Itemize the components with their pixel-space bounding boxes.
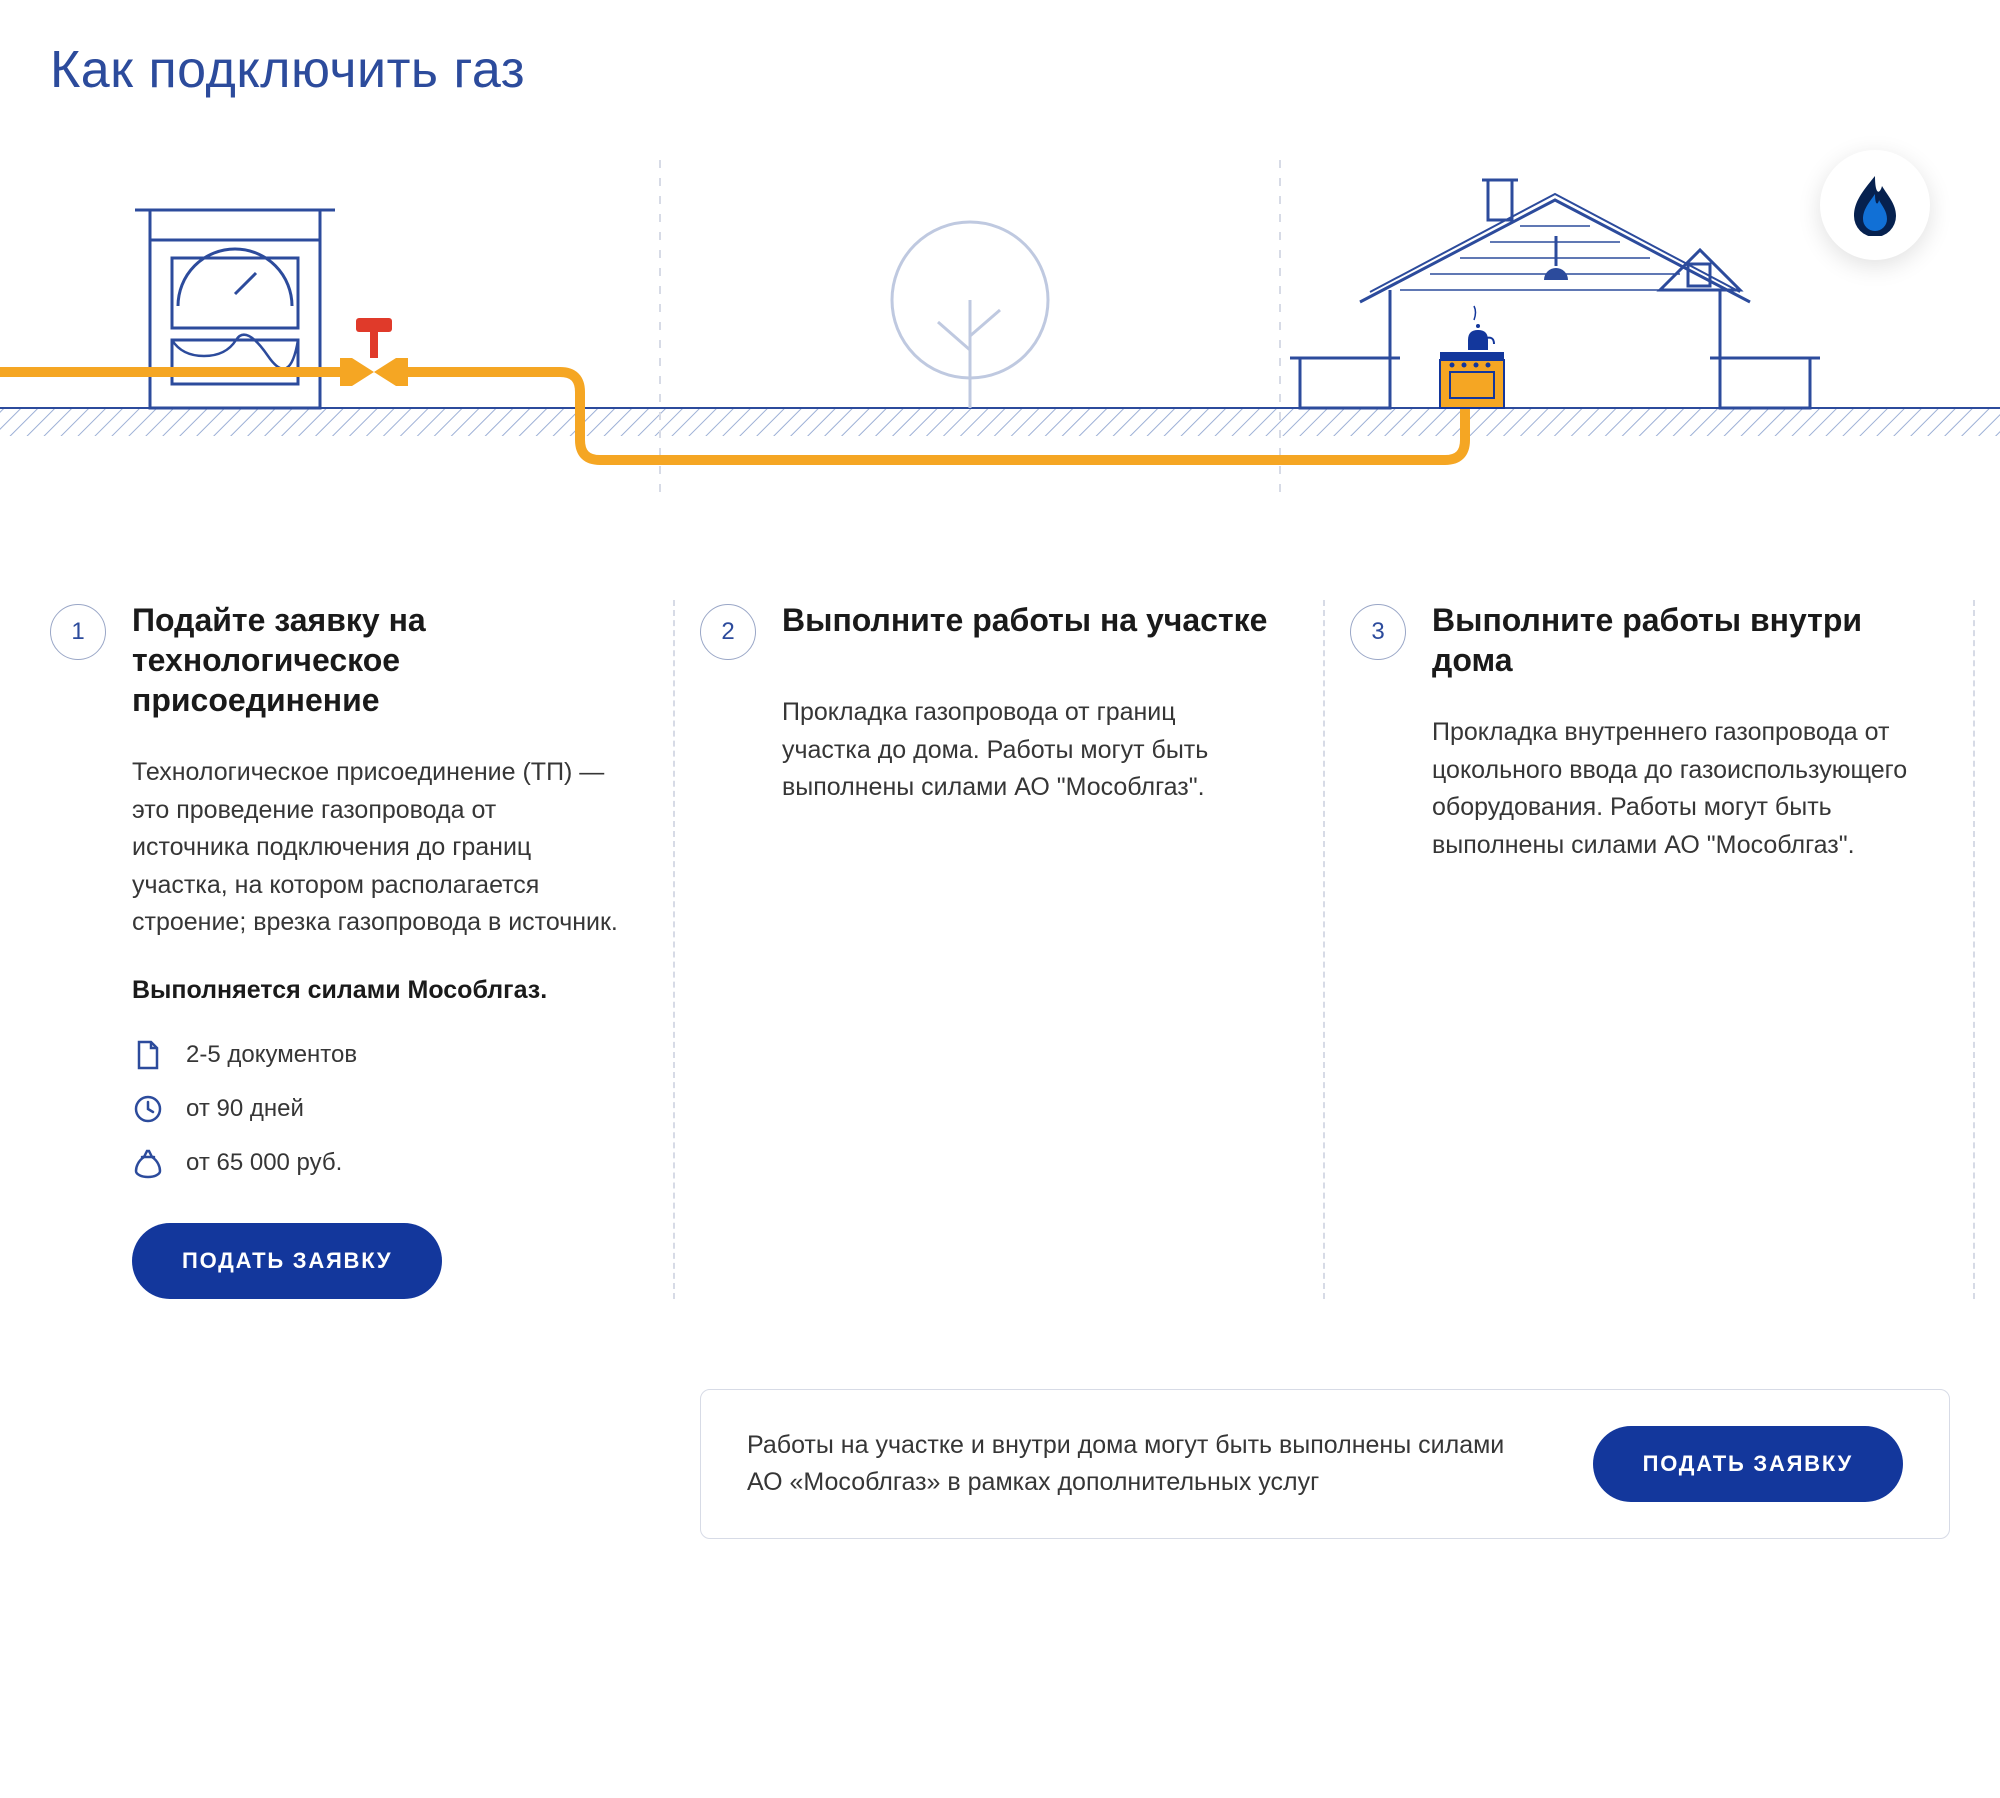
- page-title: Как подключить газ: [50, 40, 1950, 100]
- valve-icon: [340, 318, 408, 386]
- meta-text: от 90 дней: [186, 1095, 304, 1123]
- step-number: 1: [50, 604, 106, 660]
- diagram-svg: [0, 140, 2000, 500]
- steps-row: 1 Подайте заявку на технологическое прис…: [50, 600, 1950, 1539]
- step-3: 3 Выполните работы внутри дома Прокладка…: [1350, 600, 1950, 1299]
- gas-station-icon: [135, 210, 335, 408]
- step-title: Выполните работы на участке: [782, 600, 1267, 640]
- stove-icon: [1440, 306, 1504, 408]
- step-number: 3: [1350, 604, 1406, 660]
- flame-badge[interactable]: [1820, 150, 1930, 260]
- step-description: Прокладка газопровода от границ участка …: [782, 694, 1270, 807]
- clock-icon: [132, 1093, 164, 1125]
- money-bag-icon: [132, 1147, 164, 1179]
- submit-application-button-combined[interactable]: ПОДАТЬ ЗАЯВКУ: [1593, 1426, 1903, 1502]
- flame-icon: [1848, 174, 1902, 236]
- document-icon: [132, 1039, 164, 1071]
- tree-icon: [892, 222, 1048, 408]
- step-2: 2 Выполните работы на участке Прокладка …: [700, 600, 1300, 1299]
- house-icon: [1290, 180, 1820, 408]
- submit-application-button[interactable]: ПОДАТЬ ЗАЯВКУ: [132, 1223, 442, 1299]
- step-title: Подайте заявку на технологическое присое…: [132, 600, 620, 720]
- meta-documents: 2-5 документов: [132, 1039, 620, 1071]
- step-title: Выполните работы внутри дома: [1432, 600, 1920, 680]
- step-1: 1 Подайте заявку на технологическое прис…: [50, 600, 650, 1299]
- meta-cost: от 65 000 руб.: [132, 1147, 620, 1179]
- step-description: Прокладка внутреннего газопровода от цок…: [1432, 714, 1920, 864]
- combined-cta-text: Работы на участке и внутри дома могут бы…: [747, 1427, 1533, 1502]
- meta-text: от 65 000 руб.: [186, 1149, 342, 1177]
- step-number: 2: [700, 604, 756, 660]
- ground-hatch: [0, 408, 2000, 436]
- meta-text: 2-5 документов: [186, 1041, 357, 1069]
- combined-works-cta: Работы на участке и внутри дома могут бы…: [700, 1389, 1950, 1539]
- connection-diagram: [50, 140, 1950, 500]
- step-description: Технологическое присоединение (ТП) — это…: [132, 754, 620, 942]
- step-meta-list: 2-5 документов от 90 дней от 65 000 руб.: [132, 1039, 620, 1179]
- meta-duration: от 90 дней: [132, 1093, 620, 1125]
- step-performer: Выполняется силами Мособлгаз.: [132, 972, 620, 1010]
